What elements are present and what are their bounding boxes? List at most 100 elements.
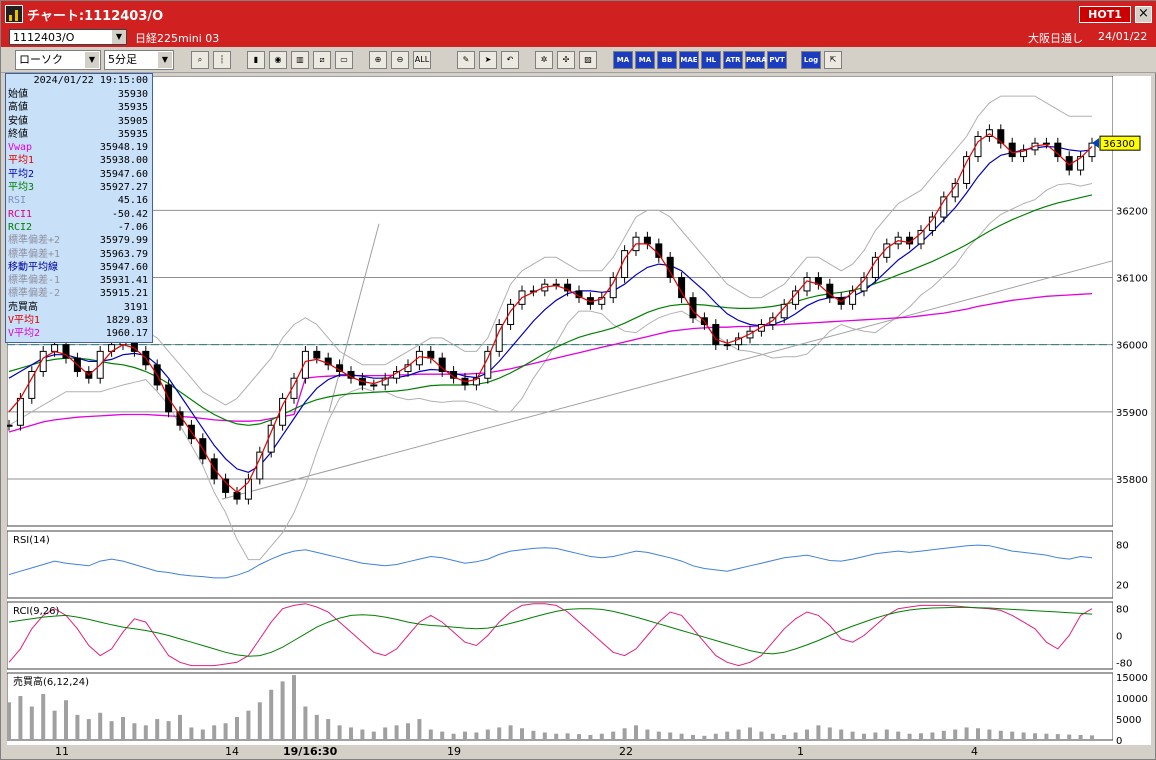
volume-bar: [474, 732, 479, 740]
volume-bar: [827, 727, 832, 740]
volume-bar: [121, 716, 125, 740]
zoom-icon[interactable]: ⌕: [191, 51, 209, 69]
indicator-button-hl[interactable]: HL: [701, 51, 721, 69]
all-range-icon[interactable]: ALL: [413, 51, 431, 69]
indicator-button-ma[interactable]: MA: [613, 51, 633, 69]
chevron-down-icon[interactable]: ▼: [112, 30, 126, 44]
candle-body: [723, 344, 731, 347]
volume-bar: [75, 714, 80, 740]
volume-bar: [109, 721, 114, 740]
volume-bar: [314, 714, 319, 740]
volume-bar: [1021, 732, 1026, 740]
info-label: RCI2: [8, 221, 33, 233]
volume-bar: [964, 727, 969, 740]
volume-bar: [1067, 734, 1072, 740]
candle-body: [313, 350, 321, 359]
info-value: 1829.83: [105, 315, 148, 327]
info-value: 3191: [123, 301, 148, 313]
pen-icon[interactable]: ✎: [457, 51, 475, 69]
zoom-out-icon[interactable]: ⊖: [391, 51, 409, 69]
candle-body: [655, 243, 663, 258]
pane-frame: [6, 601, 1114, 670]
volume-bar: [542, 732, 547, 740]
candle-body: [39, 350, 47, 373]
info-label: 標準偏差+2: [8, 235, 61, 247]
info-label: 標準偏差-2: [8, 288, 61, 300]
volume-bar: [383, 727, 388, 740]
info-row: RCI1 -50.42: [6, 208, 152, 221]
chevron-down-icon[interactable]: ▼: [85, 52, 99, 68]
zoom-in-icon[interactable]: ⊕: [369, 51, 387, 69]
line-chart-icon[interactable]: ⧄: [313, 51, 331, 69]
chart-type-select[interactable]: ローソク ▼: [15, 50, 101, 70]
indicator-button-mae[interactable]: MAE: [679, 51, 699, 69]
candle-body: [1054, 142, 1062, 158]
rci-tick-label: -80: [1116, 658, 1132, 669]
cursor-icon[interactable]: ➤: [479, 51, 497, 69]
interval-value: 5分足: [108, 53, 137, 66]
volume-bar: [656, 731, 661, 740]
volume-bar: [257, 702, 262, 740]
volume-bar: [748, 727, 752, 740]
bollinger-upper-line: [8, 95, 1092, 406]
volume-bar: [497, 727, 502, 740]
time-tick-label: 19: [447, 745, 461, 758]
chart-area[interactable]: 35800 35900 36000 36100 36200 36300 20 80 RSI(14…: [5, 75, 1151, 747]
time-tick-label: 4: [971, 745, 978, 758]
bar-width-icon[interactable]: ┆: [213, 51, 231, 69]
info-value: -50.42: [111, 208, 148, 220]
info-value: -7.06: [117, 221, 148, 233]
info-row: RCI2 -7.06: [6, 221, 152, 234]
rci-tick-label: 0: [1116, 632, 1122, 643]
indicator-button-ma[interactable]: MA: [635, 51, 655, 69]
chart-canvas[interactable]: 35800 35900 36000 36100 36200 36300 20 80 RSI(14…: [5, 75, 1151, 747]
indicator-button-para[interactable]: PARA: [745, 51, 767, 69]
volume-bar: [178, 714, 182, 740]
export-icon[interactable]: ⇱: [824, 51, 842, 69]
candle-body: [51, 344, 59, 352]
volume-bar: [200, 729, 205, 740]
price-tick-label: 36200: [1116, 206, 1148, 217]
palette-icon[interactable]: ▨: [579, 51, 597, 69]
volume-bar: [520, 728, 524, 740]
volume-bar: [702, 735, 707, 740]
candle-body: [290, 377, 298, 399]
hot-button[interactable]: HOT1: [1079, 6, 1131, 23]
indicator-button-pvt[interactable]: PVT: [767, 51, 787, 69]
chevron-down-icon[interactable]: ▼: [158, 52, 172, 68]
volume-bar: [7, 702, 11, 740]
indicator-button-bb[interactable]: BB: [657, 51, 677, 69]
volume-bar: [132, 723, 137, 740]
close-button[interactable]: ×: [1135, 6, 1152, 23]
settings-icon[interactable]: ✲: [535, 51, 553, 69]
info-value: 1960.17: [105, 328, 148, 340]
eraser-icon[interactable]: ▭: [335, 51, 353, 69]
volume-bar: [349, 727, 353, 740]
volume-bar: [508, 725, 513, 740]
undo-icon[interactable]: ↶: [501, 51, 519, 69]
symbol-select[interactable]: 1112403/O ▼: [9, 29, 127, 45]
candle-body: [871, 256, 879, 278]
trend-line: [221, 260, 1114, 500]
candle-body: [233, 491, 241, 500]
price-axis-bg: [1113, 76, 1151, 746]
data-window: 2024/01/22 19:15:00 始値 35930 高値 35935 安値 3590…: [5, 73, 153, 343]
candle-color-icon[interactable]: ▮: [247, 51, 265, 69]
indicator-button-atr[interactable]: ATR: [723, 51, 743, 69]
bar-chart-icon[interactable]: ▥: [291, 51, 309, 69]
candle-body: [1077, 156, 1085, 171]
volume-bar: [873, 732, 878, 740]
wrench-icon[interactable]: ✣: [557, 51, 575, 69]
candle-body: [780, 303, 788, 319]
candle-body: [997, 129, 1005, 144]
search-icon[interactable]: ◉: [269, 51, 287, 69]
volume-bar: [850, 731, 855, 740]
indicator-button-log[interactable]: Log: [801, 51, 821, 69]
candle-body: [541, 283, 549, 292]
interval-select[interactable]: 5分足 ▼: [104, 50, 174, 70]
volume-bar: [896, 731, 901, 740]
info-label: Vwap: [8, 142, 33, 154]
volume-bar: [554, 733, 559, 740]
price-tick-label: 35900: [1116, 408, 1148, 419]
